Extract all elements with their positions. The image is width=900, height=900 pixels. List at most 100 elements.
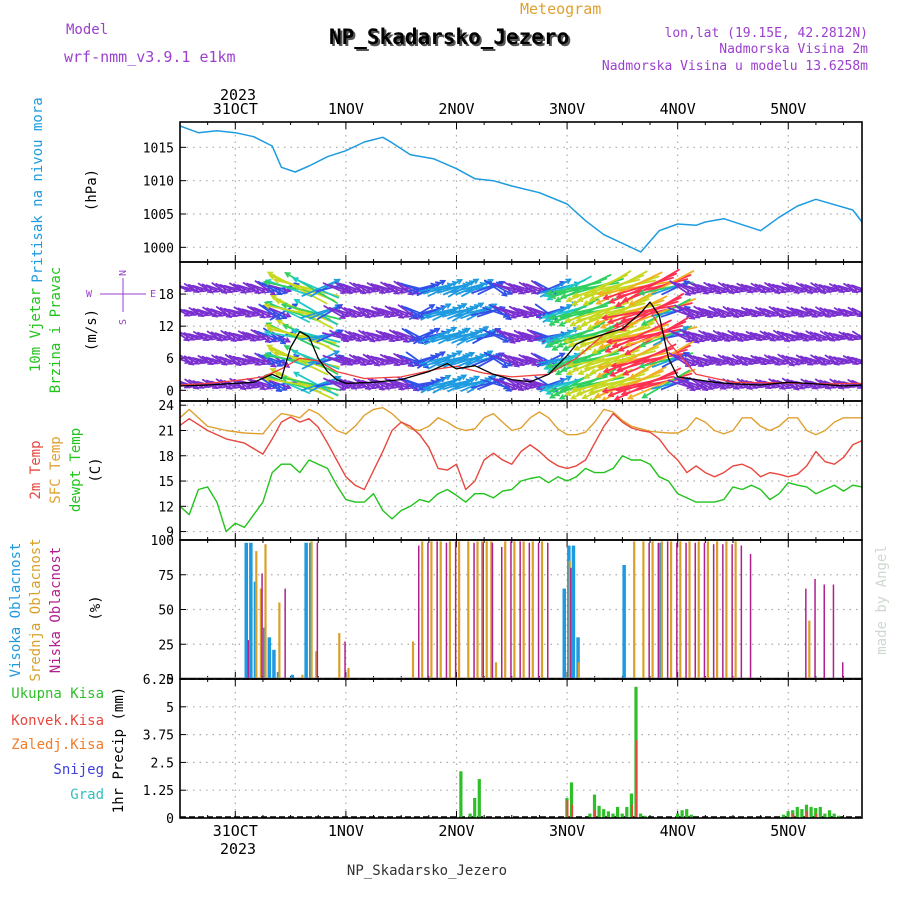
cloud-bar-low — [284, 588, 286, 679]
wind-arrowhead — [602, 367, 610, 374]
wind-vector — [764, 354, 781, 366]
wind-vector — [772, 283, 791, 293]
cloud-bar-high — [290, 674, 295, 679]
wind-vector — [492, 282, 517, 294]
wind-vector — [362, 353, 380, 367]
wind-arrowhead — [464, 327, 471, 334]
wind-arrowhead — [360, 360, 367, 366]
wind-vector — [206, 330, 223, 342]
wind-arrowhead — [285, 383, 292, 390]
wind-arrowhead — [473, 375, 480, 382]
wind-vector — [750, 282, 766, 294]
wind-arrowhead — [774, 359, 781, 366]
wind-vector — [201, 378, 218, 390]
top-date-label: 5NOV — [770, 100, 806, 118]
wind-vector — [717, 331, 735, 341]
wind-arrowhead — [513, 361, 520, 368]
wind-arrowhead — [355, 336, 362, 342]
wind-vector — [281, 303, 342, 321]
wind-vector — [795, 331, 814, 341]
model-label: Model — [66, 22, 108, 38]
wind-vector — [736, 355, 753, 365]
wind-vector — [357, 378, 376, 390]
wind-vector — [349, 281, 366, 295]
wind-arrowhead — [587, 315, 595, 322]
precip-bar — [571, 804, 574, 818]
wind-arrowhead — [559, 313, 566, 320]
wind-vector — [223, 307, 243, 317]
wind-vector — [294, 298, 338, 326]
wind-arrowhead — [274, 298, 281, 305]
wind-vector — [472, 327, 501, 345]
precip-bar — [639, 813, 643, 818]
precip-bar — [837, 815, 841, 818]
wind-arrowhead — [604, 347, 612, 353]
wind-arrowhead — [439, 351, 446, 357]
wind-vector — [786, 378, 805, 390]
wind-vector — [343, 307, 362, 317]
precip-bar — [800, 809, 804, 818]
wind-arrowhead — [544, 338, 551, 344]
wind-arrowhead — [573, 345, 581, 351]
precip-bar — [809, 806, 813, 818]
wind-arrowhead — [779, 384, 786, 390]
wind-vector — [703, 281, 722, 295]
wind-arrowhead — [571, 300, 578, 306]
wind-vector — [851, 284, 862, 290]
cloud-ylabel: (%) — [88, 595, 104, 620]
wind-arrowhead — [240, 287, 247, 294]
wind-vector — [211, 354, 228, 366]
wind-arrowhead — [502, 312, 510, 318]
cloud-bar-mid — [458, 541, 461, 679]
wind-arrowhead — [616, 366, 623, 373]
wind-vector — [800, 306, 818, 318]
wind-vector — [232, 283, 252, 293]
wind-arrowhead — [798, 311, 805, 318]
wind-arrowhead — [501, 362, 509, 369]
cloud-bar-mid — [513, 541, 516, 679]
wind-arrowhead — [689, 385, 696, 392]
wind-arrowhead — [398, 384, 405, 391]
wind-vector — [833, 356, 850, 364]
wind-vector — [416, 279, 446, 297]
wind-arrowhead — [694, 312, 701, 319]
wind-arrowhead — [609, 371, 616, 377]
wind-arrowhead — [542, 386, 549, 393]
wind-vector — [380, 281, 400, 295]
wind-arrowhead — [602, 294, 610, 301]
wind-arrowhead — [551, 345, 558, 351]
wind-vector — [828, 309, 846, 315]
cloud-bar-mid — [347, 667, 350, 679]
wind-arrowhead — [336, 304, 344, 310]
wind-vector — [201, 283, 219, 293]
wind-arrowhead — [342, 336, 350, 343]
wind-vector — [508, 282, 530, 294]
bottom-date-label: 4NOV — [660, 822, 696, 840]
wind-arrowhead — [259, 312, 266, 319]
wind-arrowhead — [482, 326, 490, 332]
bottom-year-label: 2023 — [220, 840, 256, 858]
precip-bar — [620, 813, 624, 818]
wind-arrowhead — [567, 341, 575, 348]
cloud-bar-low — [445, 542, 448, 679]
wind-vector — [309, 304, 342, 320]
cloud-bar-mid — [651, 541, 654, 679]
wind-arrowhead — [788, 360, 795, 367]
wind-arrowhead — [558, 394, 566, 400]
temp-2m-label: 2m Temp — [28, 440, 44, 499]
wind-arrowhead — [383, 312, 391, 318]
wind-vector — [838, 307, 854, 317]
cloud-bar-mid — [522, 541, 525, 679]
wind-vector — [183, 332, 200, 340]
wind-vector — [824, 331, 840, 341]
wind-arrowhead — [807, 359, 814, 366]
wind-vector — [206, 307, 223, 317]
wind-vector — [228, 354, 247, 366]
wind-arrowhead — [793, 359, 801, 366]
wind-arrowhead — [506, 360, 514, 367]
top-date-label: 4NOV — [660, 100, 696, 118]
wind-vector — [180, 354, 195, 366]
wind-arrowhead — [284, 337, 291, 343]
top-date-labels: 31OCT 1NOV 2NOV 3NOV 4NOV 5NOV — [213, 100, 807, 118]
